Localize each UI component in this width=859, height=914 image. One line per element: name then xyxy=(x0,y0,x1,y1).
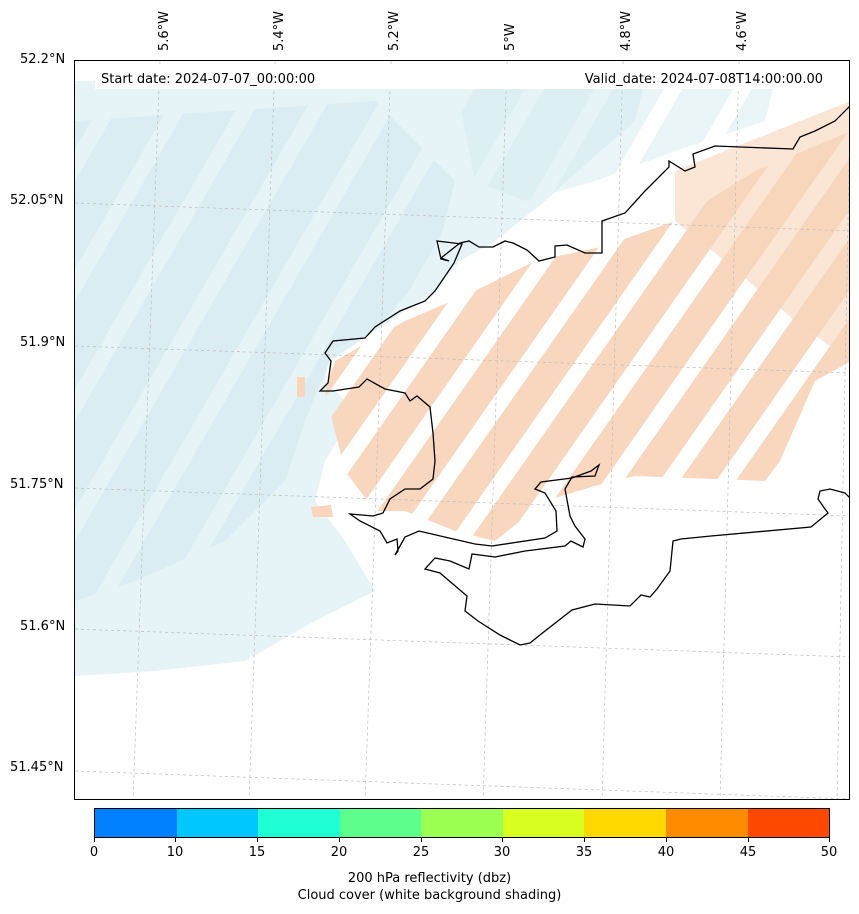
lon-label-4-8: 4.8°W xyxy=(619,10,634,51)
shading-small-patch xyxy=(297,377,305,397)
colorbar-tick-label: 10 xyxy=(166,845,184,860)
valid-date-label: Valid_date: 2024-07-08T14:00:00.00 xyxy=(580,71,827,88)
colorbar-subtitle: Cloud cover (white background shading) xyxy=(297,888,562,903)
lat-label-52-05: 52.05°N xyxy=(10,193,64,208)
colorbar-tickmark xyxy=(748,838,749,842)
lat-label-51-75: 51.75°N xyxy=(10,477,64,492)
map-panel[interactable]: Start date: 2024-07-07_00:00:00 Valid_da… xyxy=(74,60,850,800)
lat-label-51-45: 51.45°N xyxy=(10,760,64,775)
colorbar-tickmark xyxy=(502,838,503,842)
colorbar-tickmark xyxy=(94,838,95,842)
lon-label-4-6: 4.6°W xyxy=(735,10,750,51)
start-date-label: Start date: 2024-07-07_00:00:00 xyxy=(97,71,320,88)
colorbar-title: 200 hPa reflectivity (dbz) xyxy=(347,871,512,886)
lat-label-52-2: 52.2°N xyxy=(20,52,66,67)
colorbar-tickmark xyxy=(257,838,258,842)
map-canvas xyxy=(75,61,849,799)
lon-label-5-4: 5.4°W xyxy=(272,10,287,51)
colorbar-segment-10-15 xyxy=(176,809,259,837)
lon-label-5: 5°W xyxy=(503,23,518,51)
lon-label-5-2: 5.2°W xyxy=(387,10,402,51)
colorbar xyxy=(94,808,830,838)
colorbar-segment-35-40 xyxy=(584,809,666,837)
colorbar-tick-label: 40 xyxy=(657,845,675,860)
colorbar-tickmark xyxy=(666,838,667,842)
cloud-cover-streaks xyxy=(455,81,775,201)
colorbar-tick-label: 45 xyxy=(739,845,757,860)
colorbar-segment-30-35 xyxy=(502,809,585,837)
colorbar-segment-20-25 xyxy=(339,809,422,837)
colorbar-tick-label: 30 xyxy=(493,845,511,860)
coastline xyxy=(318,106,849,646)
colorbar-tick-label: 25 xyxy=(412,845,430,860)
colorbar-tick-label: 50 xyxy=(820,845,838,860)
colorbar-tickmark xyxy=(584,838,585,842)
colorbar-segment-25-30 xyxy=(421,809,503,837)
lat-label-51-6: 51.6°N xyxy=(20,619,66,634)
colorbar-tick-label: 0 xyxy=(89,845,99,860)
colorbar-segment-40-45 xyxy=(665,809,748,837)
colorbar-tick-label: 20 xyxy=(330,845,348,860)
lon-label-5-6: 5.6°W xyxy=(157,10,172,51)
lat-label-51-9: 51.9°N xyxy=(20,335,66,350)
colorbar-tickmark xyxy=(829,838,830,842)
colorbar-segment-15-20 xyxy=(258,809,340,837)
colorbar-tickmark xyxy=(339,838,340,842)
shading-patch-sw xyxy=(311,505,333,517)
shading-band-east xyxy=(675,101,849,360)
colorbar-tick-label: 15 xyxy=(248,845,266,860)
colorbar-tickmark xyxy=(175,838,176,842)
colorbar-segment-0-10 xyxy=(95,809,177,837)
colorbar-segment-45-50 xyxy=(747,809,830,837)
colorbar-tick-label: 35 xyxy=(575,845,593,860)
colorbar-tickmark xyxy=(421,838,422,842)
